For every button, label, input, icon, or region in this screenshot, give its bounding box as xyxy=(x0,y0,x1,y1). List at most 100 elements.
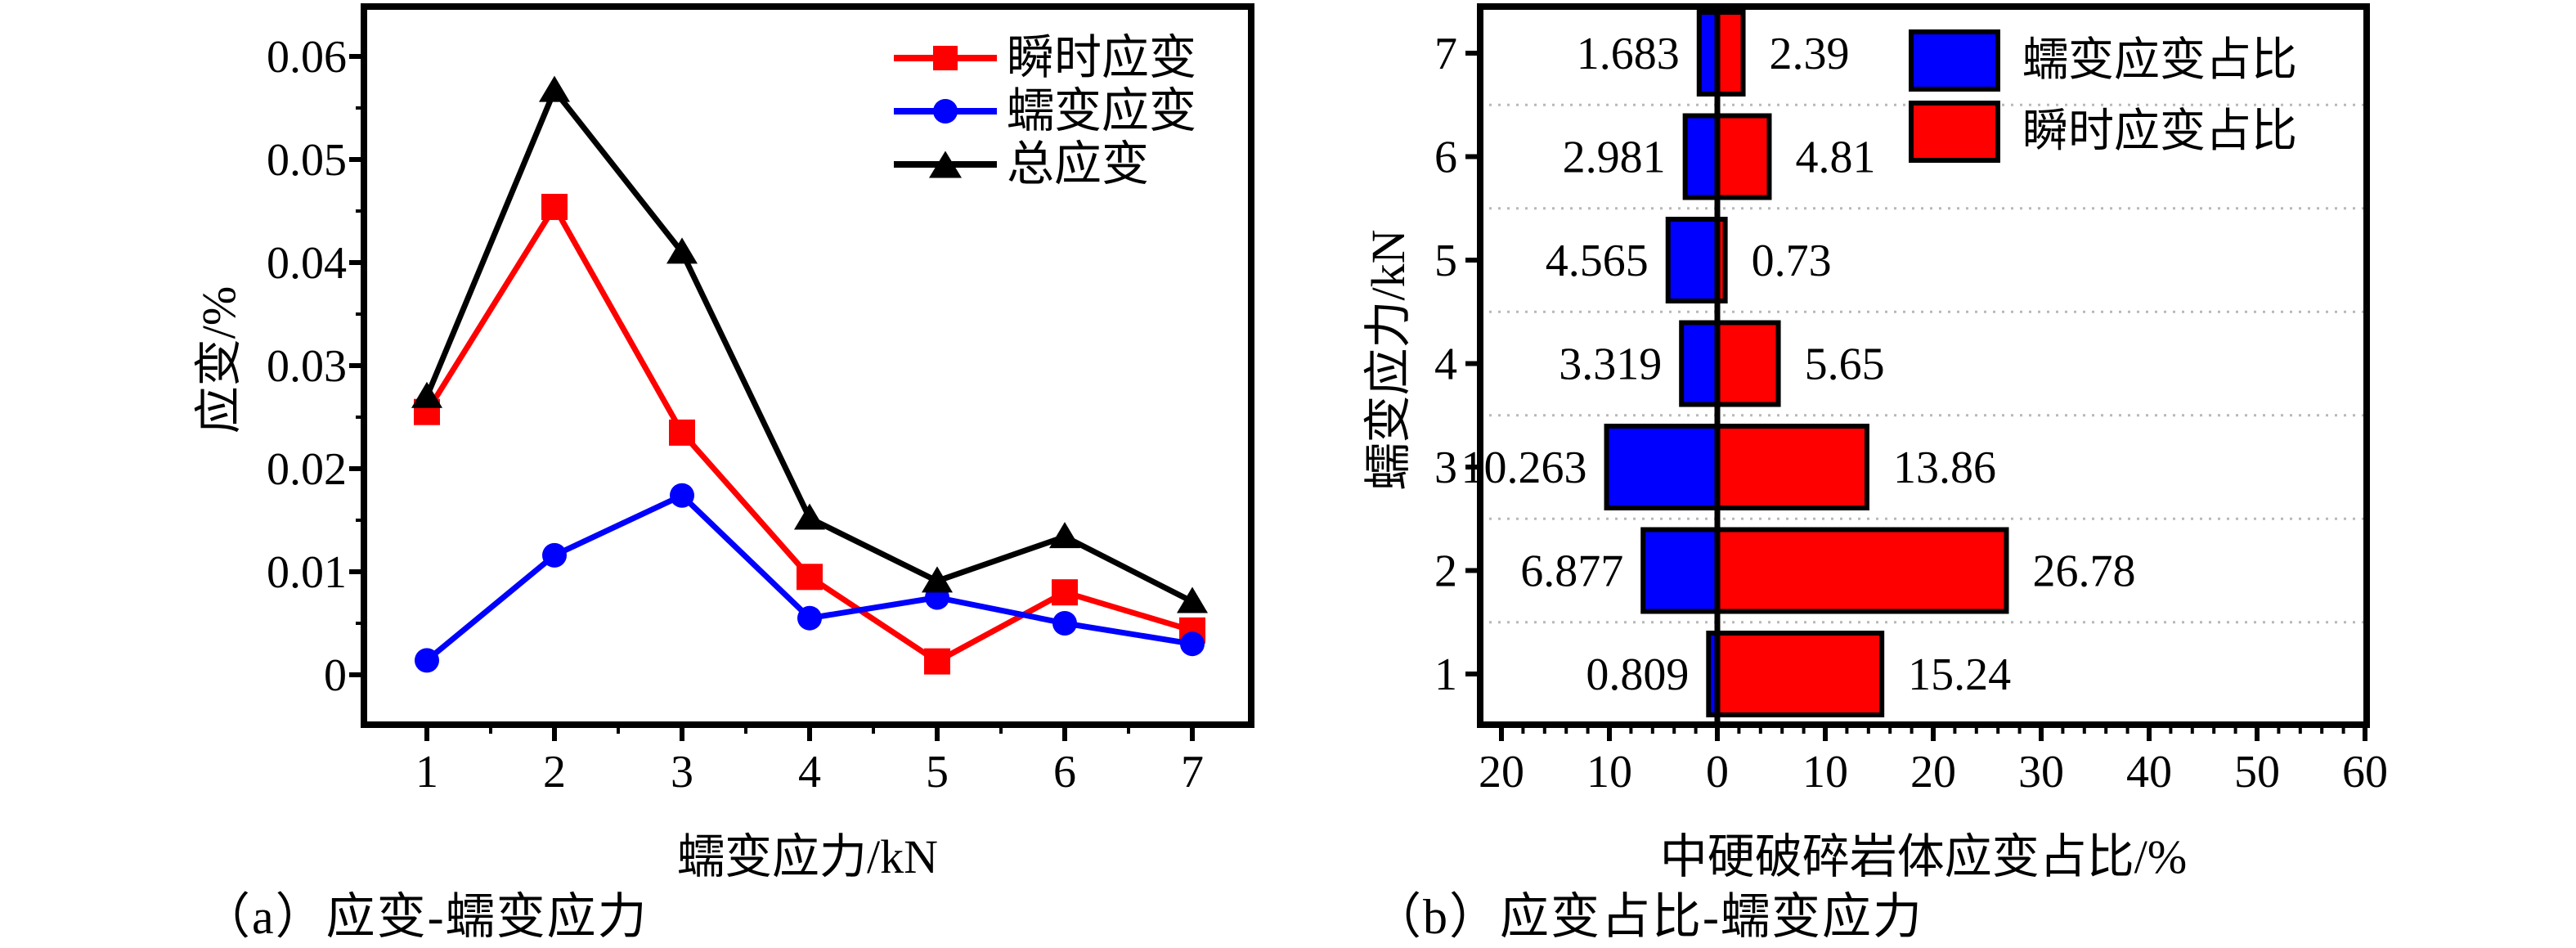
panel-a-y-tick-label: 0.02 xyxy=(267,444,347,495)
legend-label: 瞬时应变 xyxy=(1007,30,1197,84)
creep-ratio-value-label: 1.683 xyxy=(1577,29,1680,79)
legend-item-instantaneous-strain: 瞬时应变 xyxy=(894,31,1196,84)
triangle-marker xyxy=(1049,522,1080,549)
instantaneous-ratio-bar xyxy=(1715,527,2009,614)
legend-item-instantaneous-ratio: 瞬时应变占比 xyxy=(1909,101,2297,163)
triangle-marker xyxy=(411,381,442,408)
panel-a-legend: 瞬时应变 蠕变应变 总应变 xyxy=(894,31,1196,191)
panel-a-x-tick-label: 5 xyxy=(926,747,949,797)
panel-b-y-tick-label: 2 xyxy=(1434,546,1457,597)
panel-a-caption: （a）应变-蠕变应力 xyxy=(201,890,648,944)
instantaneous-ratio-value-label: 4.81 xyxy=(1795,133,1875,183)
legend-line xyxy=(894,45,997,70)
panel-b-x-tick-label: 50 xyxy=(2234,747,2280,797)
creep-ratio-value-label: 3.319 xyxy=(1559,339,1662,390)
panel-b-y-tick-label: 1 xyxy=(1434,649,1457,700)
triangle-marker xyxy=(794,503,825,530)
square-marker xyxy=(541,193,568,220)
panel-b-x-tick-label: 10 xyxy=(1586,747,1632,797)
panel-a-y-tick-label: 0.04 xyxy=(267,238,347,289)
circle-marker xyxy=(797,605,822,631)
square-marker-icon xyxy=(933,45,958,70)
legend-item-total-strain: 总应变 xyxy=(894,137,1196,191)
panel-b-y-tick-label: 3 xyxy=(1434,443,1457,493)
panel-a-y-tick-label: 0.06 xyxy=(267,32,347,83)
panel-b-y-tick-label: 4 xyxy=(1434,339,1457,390)
panel-b-y-tick-label: 5 xyxy=(1434,236,1457,286)
legend-label: 总应变 xyxy=(1007,137,1150,191)
red-swatch-icon xyxy=(1909,101,2000,163)
circle-marker xyxy=(415,648,439,673)
panel-b-plot-box xyxy=(1477,3,2370,728)
panel-b-y-tick-label: 7 xyxy=(1434,29,1457,79)
triangle-marker xyxy=(666,237,698,264)
legend-label: 蠕变应变占比 xyxy=(2022,35,2297,86)
panel-b-x-tick-label: 60 xyxy=(2342,747,2388,797)
circle-marker xyxy=(1052,611,1077,636)
panel-b-x-tick-label: 20 xyxy=(1479,747,1524,797)
creep-ratio-value-label: 2.981 xyxy=(1563,133,1666,183)
instantaneous-ratio-bar xyxy=(1715,631,1885,717)
creep-ratio-value-label: 4.565 xyxy=(1546,236,1649,286)
panel-a-y-axis-title: 应变/% xyxy=(192,285,245,434)
panel-a-y-tick-label: 0.01 xyxy=(267,547,347,598)
instantaneous-ratio-value-label: 0.73 xyxy=(1752,236,1832,286)
creep-ratio-bar xyxy=(1679,320,1721,407)
panel-b-x-tick-label: 40 xyxy=(2126,747,2172,797)
panel-a-x-tick-label: 2 xyxy=(543,747,566,797)
instantaneous-ratio-bar xyxy=(1715,424,1869,510)
panel-a-y-tick-label: 0 xyxy=(324,650,347,701)
circle-marker xyxy=(542,542,567,568)
panel-a-y-tick-label: 0.05 xyxy=(267,135,347,186)
panel-a-x-tick-label: 6 xyxy=(1053,747,1076,797)
panel-a-x-tick-label: 1 xyxy=(415,747,438,797)
panel-a-y-tick-label: 0.03 xyxy=(267,341,347,392)
instantaneous-ratio-value-label: 15.24 xyxy=(1908,649,2011,700)
instantaneous-ratio-value-label: 2.39 xyxy=(1770,29,1850,79)
panel-a-x-tick-label: 4 xyxy=(798,747,821,797)
circle-marker-icon xyxy=(933,98,958,124)
panel-b-y-axis-title: 蠕变应力/kN xyxy=(1362,229,1415,491)
square-marker xyxy=(797,564,823,591)
panel-b-x-tick-label: 10 xyxy=(1802,747,1848,797)
instantaneous-ratio-bar xyxy=(1715,10,1746,97)
triangle-marker xyxy=(539,75,570,102)
creep-ratio-bar xyxy=(1665,217,1720,303)
panel-b-x-axis-title: 中硬破碎岩体应变占比/% xyxy=(1659,830,2188,883)
blue-swatch-icon xyxy=(1909,29,2000,92)
circle-marker xyxy=(670,483,694,508)
creep-ratio-value-label: 6.877 xyxy=(1520,546,1623,597)
instantaneous-ratio-value-label: 26.78 xyxy=(2032,546,2135,597)
legend-item-creep-strain: 蠕变应变 xyxy=(894,84,1196,137)
creep-ratio-value-label: 0.809 xyxy=(1586,649,1689,700)
panel-b-caption: （b）应变占比-蠕变应力 xyxy=(1372,890,1923,944)
legend-label: 蠕变应变 xyxy=(1007,83,1197,137)
triangle-marker-icon xyxy=(929,151,962,177)
creep-ratio-bar xyxy=(1640,527,1721,614)
panel-a-x-tick-label: 7 xyxy=(1181,747,1204,797)
creep-ratio-bar xyxy=(1604,424,1721,510)
panel-a-x-axis-title: 蠕变应力/kN xyxy=(676,830,938,883)
panel-b-x-tick-label: 0 xyxy=(1706,747,1729,797)
legend-label: 瞬时应变占比 xyxy=(2022,106,2297,157)
creep-ratio-bar xyxy=(1682,113,1721,200)
legend-item-creep-ratio: 蠕变应变占比 xyxy=(1909,29,2297,92)
legend-line xyxy=(894,151,997,177)
legend-line xyxy=(894,98,997,124)
triangle-marker xyxy=(922,566,953,593)
instantaneous-ratio-bar xyxy=(1715,320,1781,407)
panel-b-x-tick-label: 20 xyxy=(1910,747,1956,797)
panel-b-y-tick-label: 6 xyxy=(1434,133,1457,183)
triangle-marker xyxy=(1177,586,1208,613)
square-marker xyxy=(924,648,950,675)
panel-a-plot-box xyxy=(361,3,1254,728)
panel-b-x-tick-label: 30 xyxy=(2018,747,2064,797)
instantaneous-ratio-value-label: 5.65 xyxy=(1805,339,1885,390)
square-marker xyxy=(669,419,695,446)
circle-marker xyxy=(1180,631,1205,657)
panel-b-legend: 蠕变应变占比 瞬时应变占比 xyxy=(1909,29,2297,163)
instantaneous-ratio-value-label: 13.86 xyxy=(1893,443,1996,493)
square-marker xyxy=(1052,579,1078,606)
